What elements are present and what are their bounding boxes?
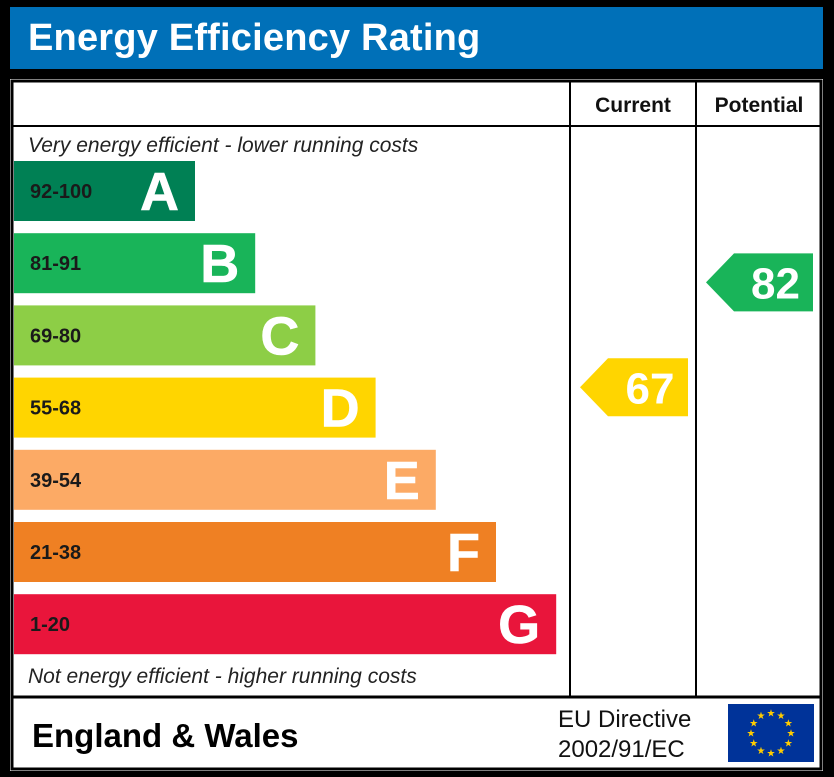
eu-flag-icon: ★ ★★★★★★★★★★★ (728, 704, 814, 762)
eu-star-icon: ★ (777, 711, 786, 722)
rating-bands: 92-100 A 81-91 B 69-80 C 55-68 D 39-54 E 21-38 F 1-2… (14, 161, 557, 656)
band-c: 69-80 C (14, 305, 316, 367)
potential-rating-value: 82 (751, 259, 800, 308)
band-range-c: 69-80 (30, 325, 81, 347)
directive-line-1: EU Directive (558, 706, 691, 733)
rating-panel: Current Potential Very energy efficient … (10, 79, 823, 771)
band-bar-c (14, 305, 316, 366)
band-range-e: 39-54 (30, 470, 82, 492)
band-g: 1-20 G (14, 594, 557, 656)
band-d: 55-68 D (14, 377, 376, 439)
band-letter-b: B (200, 234, 239, 294)
band-bar-d (14, 377, 376, 438)
eu-star-icon: ★ (757, 746, 766, 757)
eu-star-icon: ★ (757, 711, 766, 722)
band-letter-a: A (140, 162, 179, 222)
eu-star-icon: ★ (767, 709, 776, 720)
eu-star-icon: ★ (787, 729, 796, 740)
eu-star-icon: ★ (784, 739, 793, 750)
band-b: 81-91 B (14, 233, 256, 295)
eu-star-icon: ★ (749, 719, 758, 730)
potential-rating-arrow-shape (706, 253, 813, 312)
eu-star-icon: ★ (784, 719, 793, 730)
rating-arrows: 67 82 (580, 253, 813, 417)
band-letter-c: C (260, 306, 299, 366)
band-letter-e: E (384, 451, 420, 511)
region-label: England & Wales (32, 717, 298, 754)
rating-chart: Current Potential Very energy efficient … (10, 79, 823, 771)
band-bar-e (14, 449, 436, 510)
potential-rating-arrow: 82 (706, 253, 813, 312)
band-e: 39-54 E (14, 449, 436, 511)
current-rating-arrow: 67 (580, 358, 688, 417)
current-rating-arrow-shape (580, 358, 688, 417)
efficient-caption: Very energy efficient - lower running co… (28, 134, 419, 157)
band-a: 92-100 A (14, 161, 195, 222)
eu-star-icon: ★ (767, 749, 776, 760)
outer-border (10, 79, 823, 771)
band-range-a: 92-100 (30, 181, 92, 203)
band-range-b: 81-91 (30, 253, 81, 275)
current-column-header: Current (595, 94, 671, 117)
eu-star-icon: ★ (749, 739, 758, 750)
potential-column-header: Potential (715, 94, 804, 117)
band-bar-b (14, 233, 256, 294)
band-bar-g (14, 594, 557, 655)
current-rating-value: 67 (626, 364, 675, 413)
band-range-f: 21-38 (30, 542, 81, 564)
inefficient-caption: Not energy efficient - higher running co… (28, 665, 417, 688)
band-range-g: 1-20 (30, 614, 70, 636)
band-bar-a (14, 161, 195, 221)
band-letter-g: G (498, 595, 540, 655)
band-bar-f (14, 522, 496, 582)
band-letter-d: D (321, 379, 360, 439)
chart-title: Energy Efficiency Rating (10, 7, 823, 69)
eu-star-icon: ★ (777, 746, 786, 757)
eu-star-icon: ★ (747, 729, 756, 740)
band-letter-f: F (447, 523, 480, 583)
directive-line-2: 2002/91/EC (558, 736, 685, 763)
eu-flag-field (728, 704, 814, 762)
band-range-d: 55-68 (30, 398, 81, 420)
band-f: 21-38 F (14, 522, 496, 583)
